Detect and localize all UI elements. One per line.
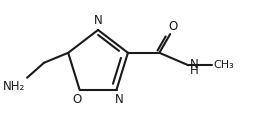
Text: CH₃: CH₃: [214, 60, 234, 70]
Text: O: O: [72, 93, 82, 106]
Text: N: N: [94, 14, 103, 27]
Text: N: N: [115, 93, 123, 106]
Text: H: H: [189, 64, 198, 77]
Text: N: N: [189, 57, 198, 71]
Text: O: O: [168, 20, 177, 33]
Text: NH₂: NH₂: [3, 80, 25, 93]
